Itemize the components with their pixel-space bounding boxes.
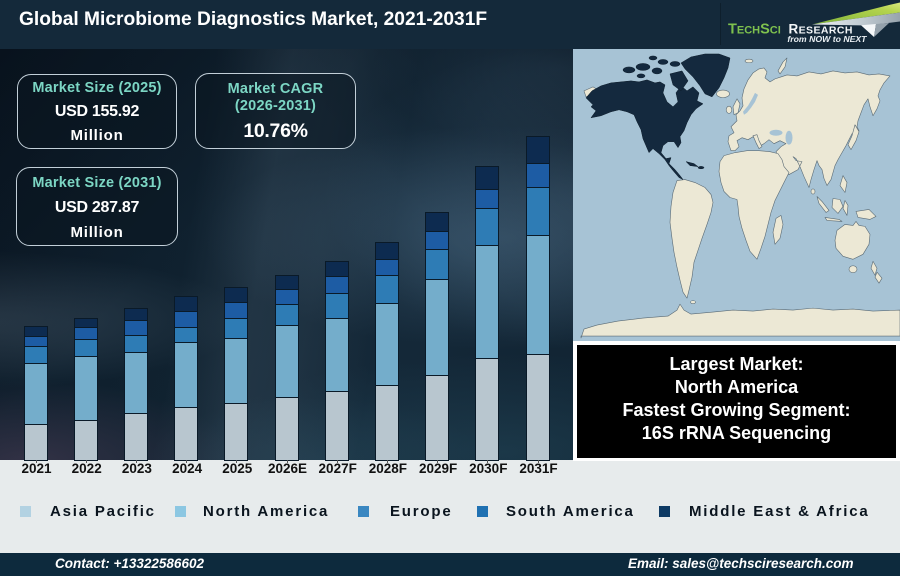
svg-text:RESEARCH: RESEARCH bbox=[789, 22, 853, 37]
svg-text:from NOW to NEXT: from NOW to NEXT bbox=[787, 34, 867, 44]
svg-text:TECHSCI: TECHSCI bbox=[728, 22, 781, 38]
